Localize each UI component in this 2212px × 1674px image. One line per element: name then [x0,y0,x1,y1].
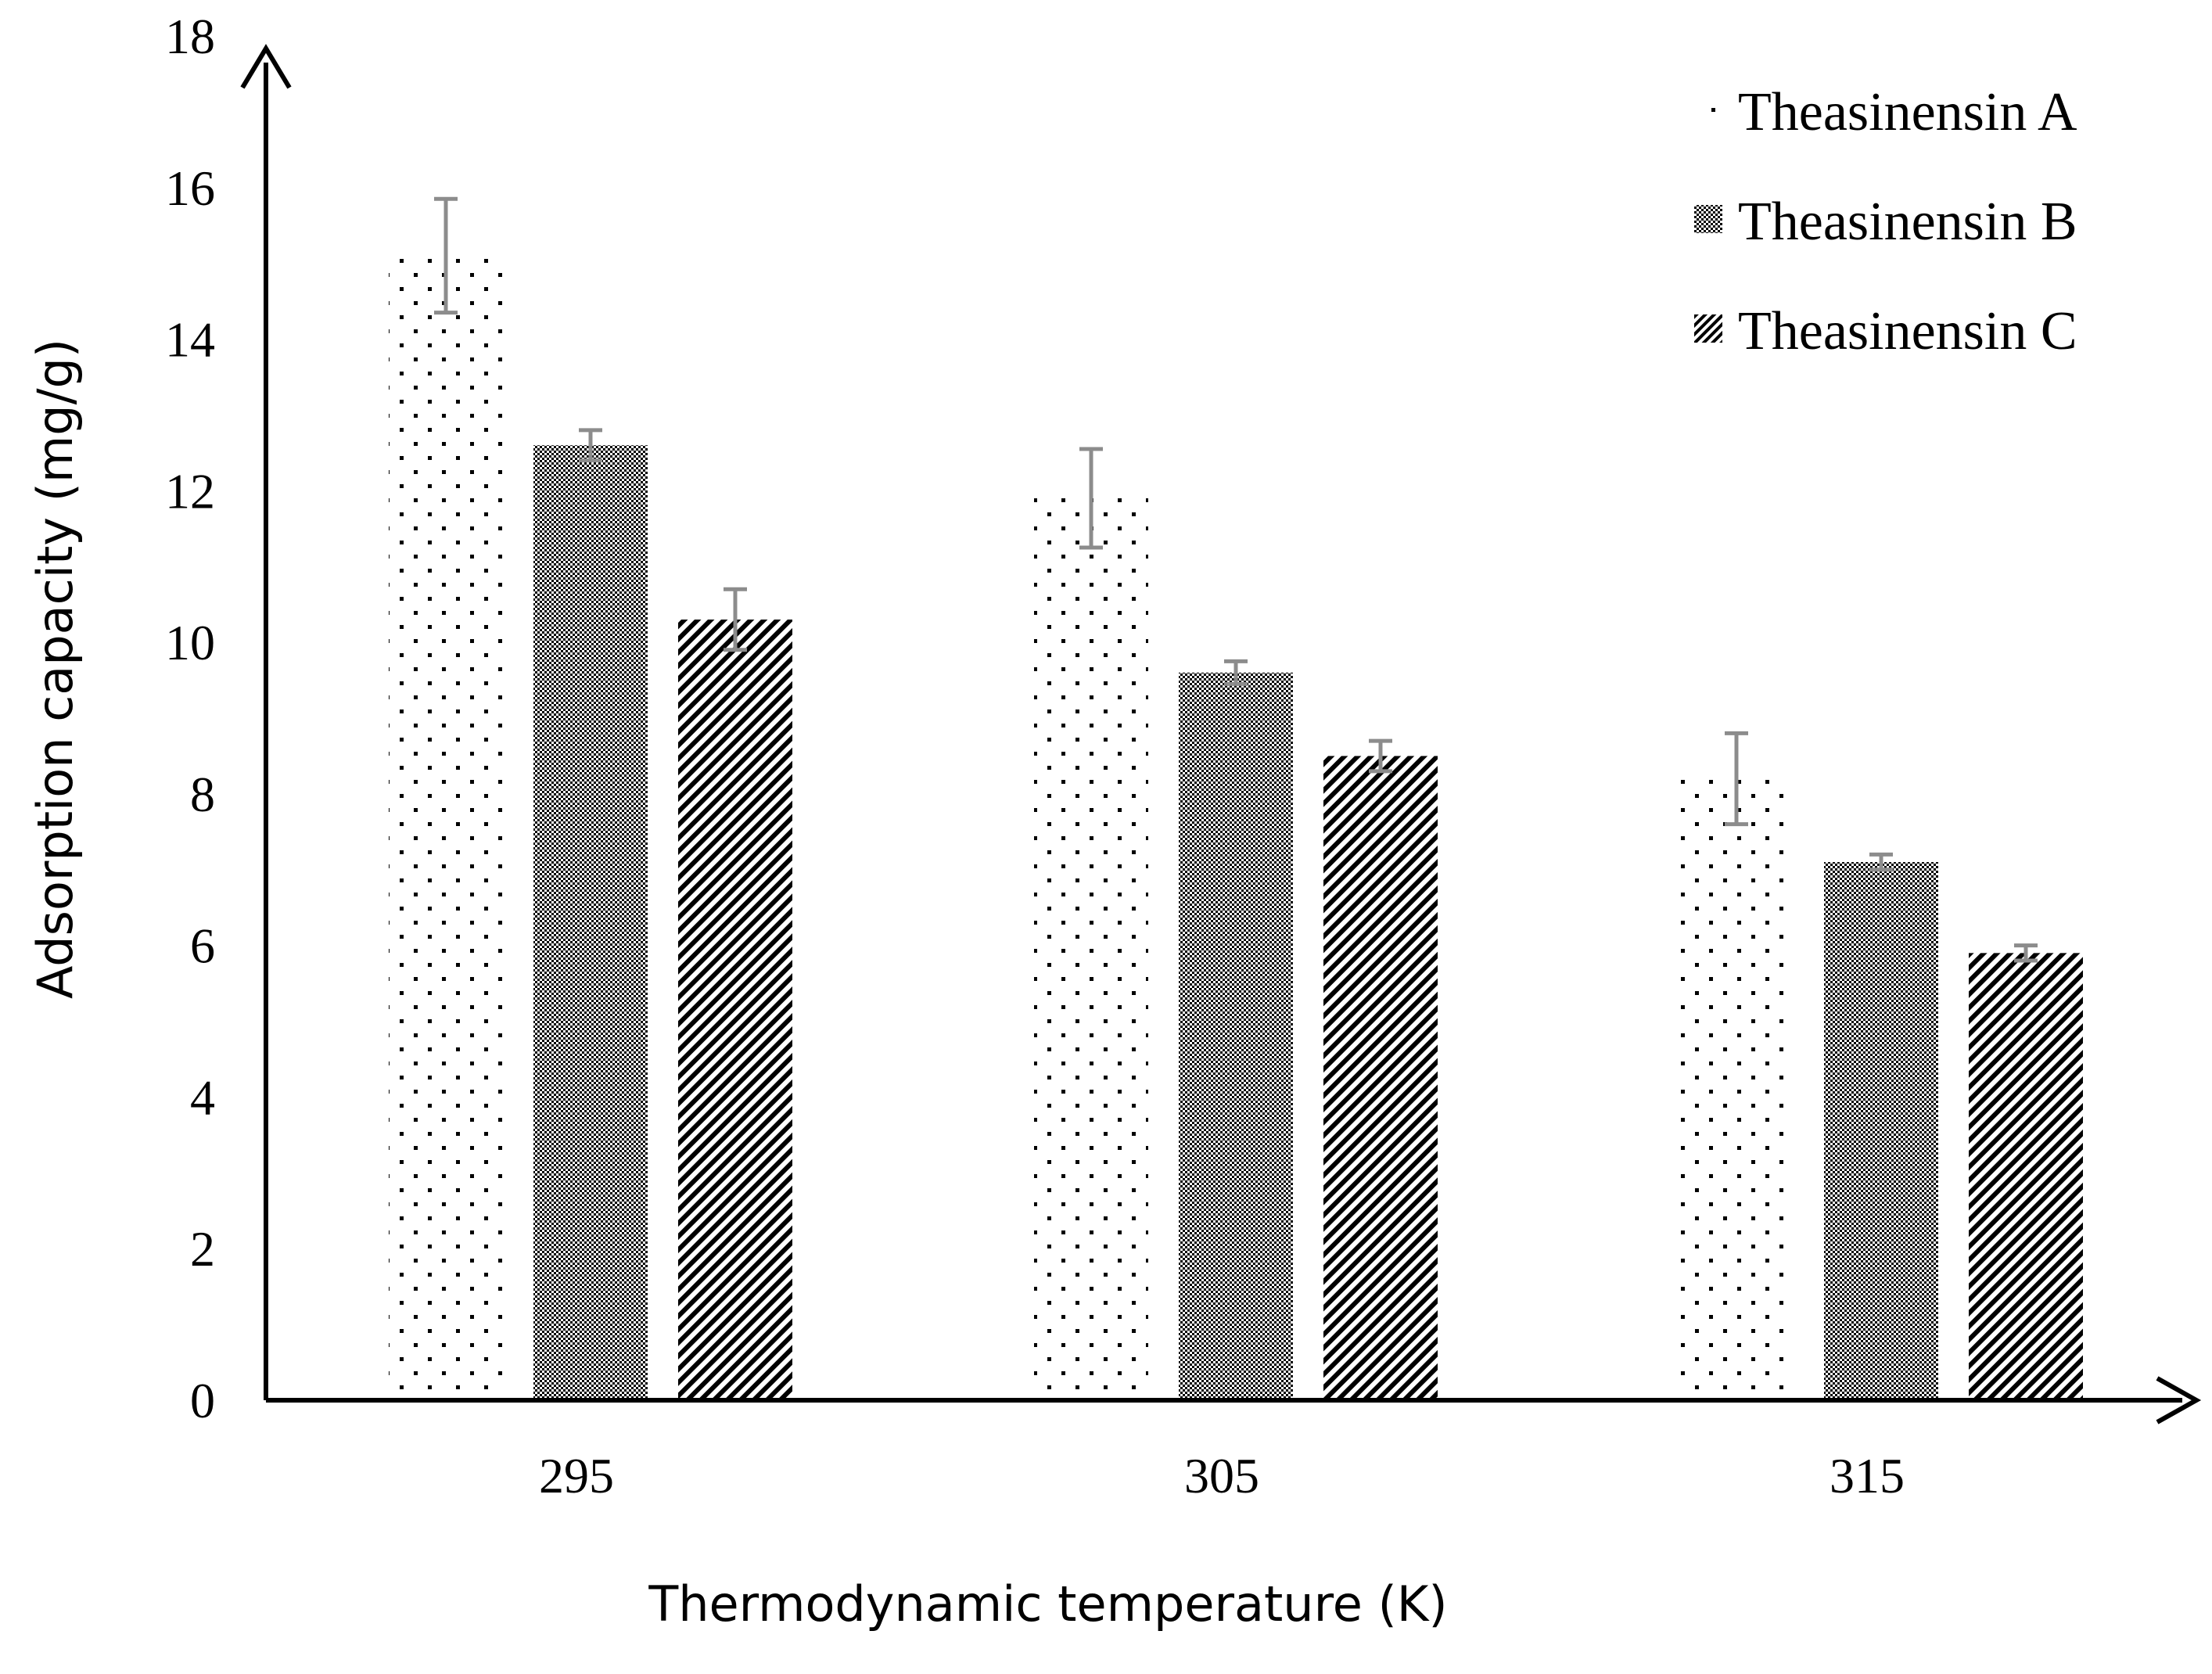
x-tick-label: 305 [1184,1448,1259,1503]
legend-label: Theasinensin B [1738,192,2077,252]
bar-theasinensin-a-315 [1679,778,1794,1400]
axes [240,44,2202,1424]
error-bar-theasinensin-a-305 [1079,447,1103,550]
y-tick-label: 4 [190,1069,215,1125]
x-axis-arrow [2156,1376,2202,1424]
error-bar-theasinensin-b-305 [1224,659,1248,686]
legend-item-theasinensin-a: Theasinensin A [1711,82,2077,142]
x-axis-title: Thermodynamic temperature (K) [648,1575,1447,1633]
legend-label: Theasinensin A [1738,82,2077,142]
y-tick-label: 2 [190,1221,215,1277]
y-tick-label: 16 [165,160,215,216]
legend-swatch [1694,314,1722,343]
bar-theasinensin-b-305 [1179,672,1293,1400]
x-tick-label: 315 [1830,1448,1905,1503]
y-tick-label: 14 [165,312,215,368]
y-tick-label: 0 [190,1373,215,1428]
y-tick-label: 18 [165,9,215,64]
error-bar-theasinensin-c-305 [1369,738,1392,774]
y-tick-labels: 0 2 4 6 8 10 12 14 16 18 [165,9,215,1428]
bars-group [389,255,2083,1401]
y-tick-label: 8 [190,767,215,822]
error-bar-theasinensin-a-315 [1725,731,1748,827]
error-bar-theasinensin-a-295 [434,196,458,315]
y-tick-label: 12 [165,463,215,519]
legend: Theasinensin A Theasinensin B Theasinensin… [1694,82,2077,361]
y-axis-title: Adsorption capacity (mg/g) [27,339,84,999]
error-bar-theasinensin-b-295 [579,428,602,463]
error-bar-theasinensin-c-295 [724,587,747,652]
y-axis-arrow [240,44,292,89]
legend-label: Theasinensin C [1738,301,2077,361]
x-tick-labels: 295 305 315 [539,1448,1905,1503]
bar-theasinensin-b-295 [533,445,648,1401]
y-tick-label: 6 [190,918,215,974]
bar-theasinensin-c-295 [678,620,792,1400]
error-bars-group [434,196,2038,963]
legend-item-theasinensin-b: Theasinensin B [1694,192,2077,252]
legend-item-theasinensin-c: Theasinensin C [1694,301,2077,361]
y-tick-label: 10 [165,615,215,670]
legend-swatch [1711,108,1715,112]
bar-theasinensin-c-305 [1323,756,1438,1400]
error-bar-theasinensin-b-315 [1869,852,1893,872]
bar-theasinensin-a-305 [1034,498,1148,1400]
bar-theasinensin-c-315 [1969,953,2083,1400]
bar-theasinensin-b-315 [1824,862,1938,1400]
x-tick-label: 295 [539,1448,614,1503]
bar-theasinensin-a-295 [389,255,503,1400]
legend-swatch [1694,205,1722,233]
error-bar-theasinensin-c-315 [2014,943,2038,963]
